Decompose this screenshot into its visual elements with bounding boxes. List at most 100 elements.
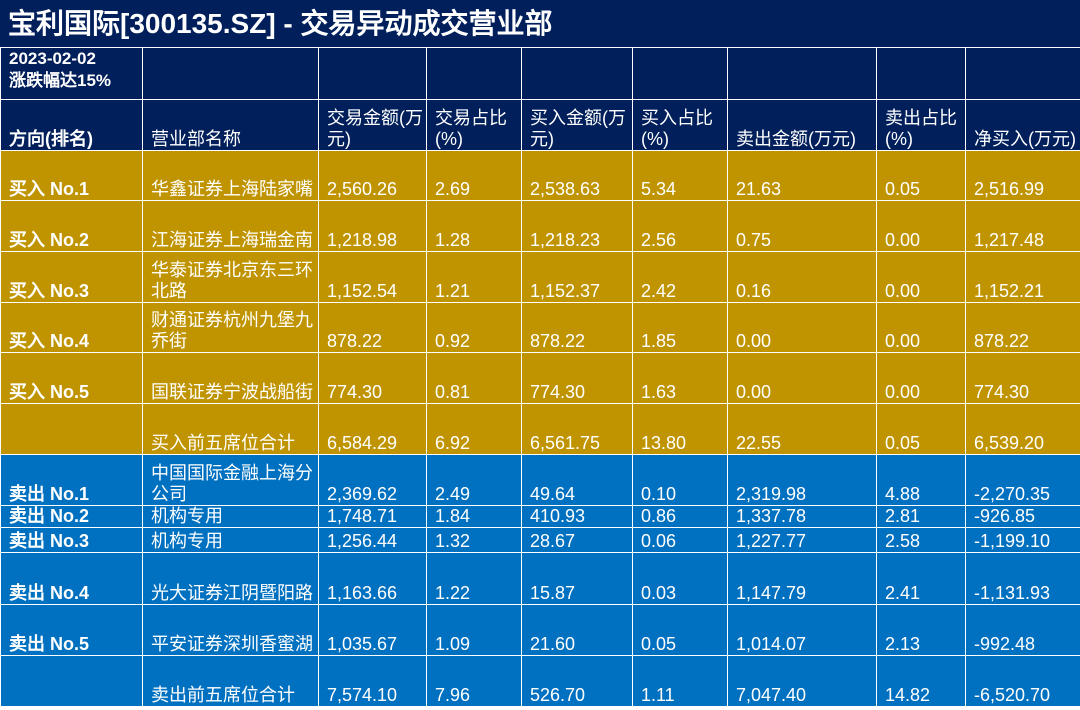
buy-amount-cell: 6,561.75 <box>521 403 633 455</box>
sell-ratio-cell: 2.81 <box>876 505 966 528</box>
sell-ratio-cell: 0.00 <box>876 302 966 353</box>
buy-amount-cell: 15.87 <box>521 552 633 605</box>
sell-amount-cell: 0.75 <box>727 200 877 252</box>
net-buy-cell: 1,152.21 <box>965 251 1080 303</box>
meta-empty-cell <box>318 47 427 100</box>
buy-ratio-cell: 13.80 <box>632 403 728 455</box>
sell-amount-cell: 1,147.79 <box>727 552 877 605</box>
buy-ratio-cell: 0.06 <box>632 527 728 553</box>
buy-amount-cell: 2,538.63 <box>521 150 633 201</box>
sell-row: 卖出 No.3 机构专用 1,256.44 1.32 28.67 0.06 1,227.77… <box>0 527 1080 553</box>
col-header-name: 营业部名称 <box>142 99 319 151</box>
direction-cell <box>0 655 143 707</box>
branch-name-cell: 华鑫证券上海陆家嘴 <box>142 150 319 201</box>
amount-cell: 6,584.29 <box>318 403 427 455</box>
direction-cell: 买入 No.4 <box>0 302 143 353</box>
buy-ratio-cell: 5.34 <box>632 150 728 201</box>
sell-row: 卖出 No.1 中国国际金融上海分公司 2,369.62 2.49 49.64 0.10 2… <box>0 454 1080 506</box>
buy-row: 买入 No.3 华泰证券北京东三环北路 1,152.54 1.21 1,152.37 2.… <box>0 251 1080 303</box>
header-row: 方向(排名) 营业部名称 交易金额(万元) 交易占比(%) 买入金额(万元) 买… <box>0 99 1080 151</box>
net-buy-cell: -926.85 <box>965 505 1080 528</box>
net-buy-cell: 2,516.99 <box>965 150 1080 201</box>
buy-ratio-cell: 1.63 <box>632 352 728 404</box>
ratio-cell: 6.92 <box>426 403 522 455</box>
sell-amount-cell: 1,227.77 <box>727 527 877 553</box>
direction-cell: 卖出 No.4 <box>0 552 143 605</box>
sell-ratio-cell: 0.05 <box>876 403 966 455</box>
buy-amount-cell: 1,152.37 <box>521 251 633 303</box>
reason-label: 涨跌幅达15% <box>9 71 112 90</box>
net-buy-cell: 774.30 <box>965 352 1080 404</box>
branch-name-cell: 平安证券深圳香蜜湖 <box>142 604 319 656</box>
sell-row: 卖出前五席位合计 7,574.10 7.96 526.70 1.11 7,047.40 14… <box>0 655 1080 707</box>
net-buy-cell: -6,520.70 <box>965 655 1080 707</box>
buy-amount-cell: 526.70 <box>521 655 633 707</box>
buy-ratio-cell: 0.05 <box>632 604 728 656</box>
sell-amount-cell: 1,014.07 <box>727 604 877 656</box>
branch-name-cell: 国联证券宁波战船街 <box>142 352 319 404</box>
sell-row: 卖出 No.4 光大证券江阴暨阳路 1,163.66 1.22 15.87 0.03 1,1… <box>0 552 1080 605</box>
buy-ratio-cell: 0.86 <box>632 505 728 528</box>
buy-row: 买入 No.4 财通证券杭州九堡九乔街 878.22 0.92 878.22 1.85 0.… <box>0 302 1080 353</box>
ratio-cell: 7.96 <box>426 655 522 707</box>
buy-amount-cell: 28.67 <box>521 527 633 553</box>
branch-name-cell: 华泰证券北京东三环北路 <box>142 251 319 303</box>
sell-ratio-cell: 14.82 <box>876 655 966 707</box>
sell-amount-cell: 1,337.78 <box>727 505 877 528</box>
meta-cell: 2023-02-02 涨跌幅达15% <box>0 47 143 100</box>
meta-empty-cell <box>727 47 877 100</box>
sell-amount-cell: 21.63 <box>727 150 877 201</box>
branch-name-cell: 江海证券上海瑞金南 <box>142 200 319 252</box>
sell-row: 卖出 No.5 平安证券深圳香蜜湖 1,035.67 1.09 21.60 0.05 1,0… <box>0 604 1080 656</box>
amount-cell: 2,560.26 <box>318 150 427 201</box>
buy-row: 买入 No.5 国联证券宁波战船街 774.30 0.81 774.30 1.63 0.00… <box>0 352 1080 404</box>
col-header-net: 净买入(万元) <box>965 99 1080 151</box>
buy-amount-cell: 1,218.23 <box>521 200 633 252</box>
buy-ratio-cell: 2.42 <box>632 251 728 303</box>
net-buy-cell: -1,131.93 <box>965 552 1080 605</box>
meta-empty-cell <box>521 47 633 100</box>
net-buy-cell: -992.48 <box>965 604 1080 656</box>
meta-empty-cell <box>965 47 1080 100</box>
sell-ratio-cell: 4.88 <box>876 454 966 506</box>
buy-ratio-cell: 0.03 <box>632 552 728 605</box>
buy-amount-cell: 21.60 <box>521 604 633 656</box>
direction-cell: 买入 No.3 <box>0 251 143 303</box>
ratio-cell: 0.81 <box>426 352 522 404</box>
direction-cell: 卖出 No.1 <box>0 454 143 506</box>
ratio-cell: 1.28 <box>426 200 522 252</box>
amount-cell: 1,163.66 <box>318 552 427 605</box>
direction-cell: 卖出 No.5 <box>0 604 143 656</box>
ratio-cell: 1.22 <box>426 552 522 605</box>
col-header-ratio: 交易占比(%) <box>426 99 522 151</box>
col-header-buy-ratio: 买入占比(%) <box>632 99 728 151</box>
buy-ratio-cell: 0.10 <box>632 454 728 506</box>
buy-ratio-cell: 1.11 <box>632 655 728 707</box>
ratio-cell: 1.84 <box>426 505 522 528</box>
ratio-cell: 0.92 <box>426 302 522 353</box>
sell-amount-cell: 0.16 <box>727 251 877 303</box>
meta-empty-cell <box>142 47 319 100</box>
sell-ratio-cell: 0.00 <box>876 200 966 252</box>
sell-ratio-cell: 2.58 <box>876 527 966 553</box>
buy-amount-cell: 49.64 <box>521 454 633 506</box>
col-header-amount: 交易金额(万元) <box>318 99 427 151</box>
branch-name-cell: 光大证券江阴暨阳路 <box>142 552 319 605</box>
meta-empty-cell <box>426 47 522 100</box>
net-buy-cell: -1,199.10 <box>965 527 1080 553</box>
buy-ratio-cell: 1.85 <box>632 302 728 353</box>
meta-row: 2023-02-02 涨跌幅达15% <box>0 47 1080 100</box>
buy-row: 买入 No.2 江海证券上海瑞金南 1,218.98 1.28 1,218.23 2.56… <box>0 200 1080 252</box>
sell-amount-cell: 22.55 <box>727 403 877 455</box>
branch-name-cell: 财通证券杭州九堡九乔街 <box>142 302 319 353</box>
direction-cell: 买入 No.5 <box>0 352 143 404</box>
net-buy-cell: -2,270.35 <box>965 454 1080 506</box>
amount-cell: 774.30 <box>318 352 427 404</box>
sell-ratio-cell: 0.00 <box>876 352 966 404</box>
meta-empty-cell <box>632 47 728 100</box>
col-header-sell: 卖出金额(万元) <box>727 99 877 151</box>
amount-cell: 1,152.54 <box>318 251 427 303</box>
trading-table: 2023-02-02 涨跌幅达15% 方向(排名) 营业部名称 交易金额(万元) … <box>0 47 1080 707</box>
page-title: 宝利国际[300135.SZ] - 交易异动成交营业部 <box>0 0 1080 47</box>
